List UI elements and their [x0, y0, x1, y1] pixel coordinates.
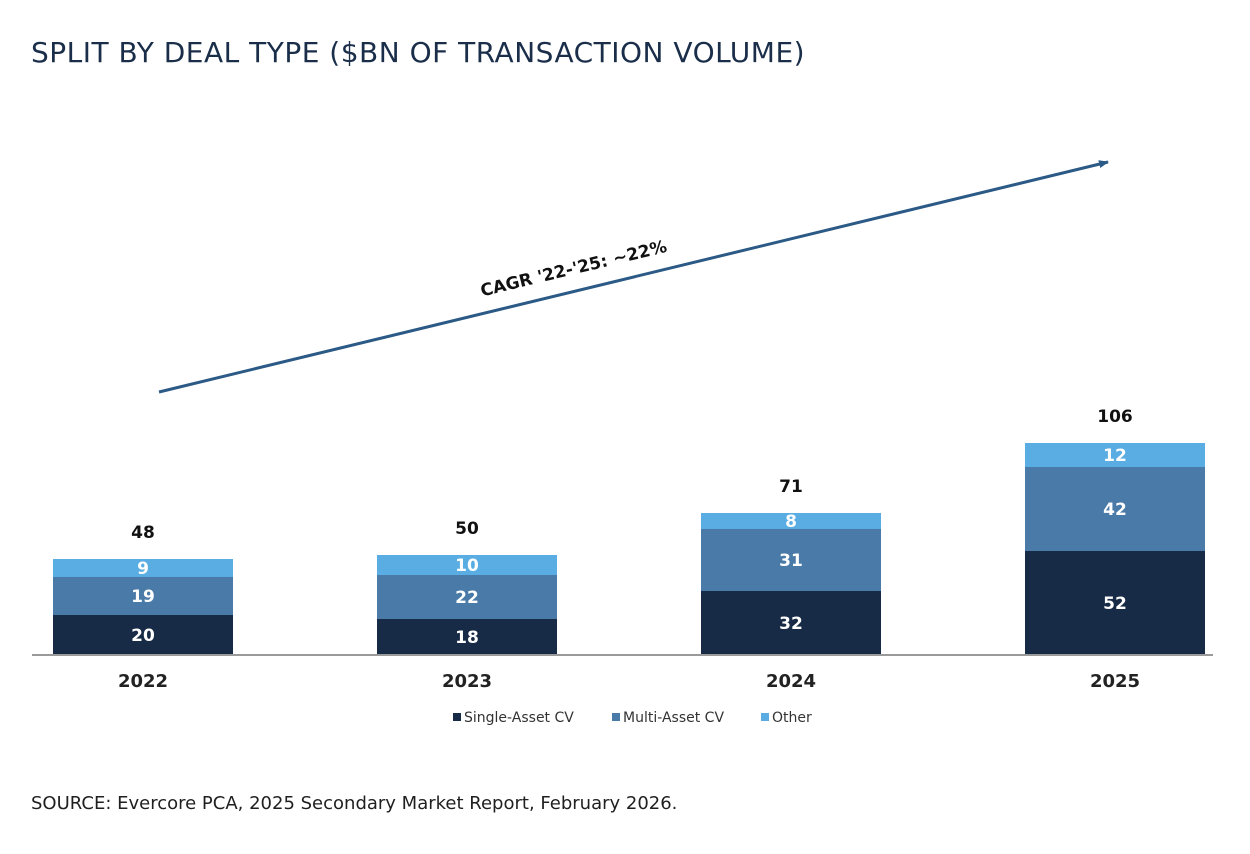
bar-value-label: 22	[455, 588, 479, 608]
bar-segment-single-asset-cv-2023	[377, 619, 557, 655]
bar-value-label: 32	[779, 614, 803, 634]
legend-label: Single-Asset CV	[464, 710, 574, 726]
bar-segment-multi-asset-cv-2023	[377, 575, 557, 619]
bar-segment-single-asset-cv-2025	[1025, 551, 1205, 655]
legend-swatch	[453, 713, 461, 721]
bar-value-label: 52	[1103, 594, 1127, 614]
bar-value-label: 42	[1103, 500, 1127, 520]
bar-total-label: 71	[779, 477, 803, 497]
bar-segment-other-2024	[701, 513, 881, 529]
bar-value-label: 10	[455, 556, 479, 576]
bar-total-label: 50	[455, 519, 479, 539]
x-tick-label: 2024	[766, 671, 816, 692]
stacked-bar-chart: 20 19 9 48 2022 18 22 10 50 2023 32 31 8 71 2024 52 42 12…	[32, 160, 1213, 726]
bar-value-label: 9	[137, 559, 149, 579]
bar-segment-single-asset-cv-2022	[53, 615, 233, 655]
bar-value-label: 19	[131, 587, 155, 607]
bar-segment-other-2025	[1025, 443, 1205, 467]
source-note: SOURCE: Evercore PCA, 2025 Secondary Mar…	[31, 793, 678, 814]
bar-value-label: 20	[131, 626, 155, 646]
legend-label: Multi-Asset CV	[623, 710, 724, 726]
bar-segment-multi-asset-cv-2022	[53, 577, 233, 615]
legend-label: Other	[772, 710, 812, 726]
bar-total-label: 48	[131, 523, 155, 543]
bar-total-label: 106	[1097, 407, 1133, 427]
bar-value-label: 8	[785, 512, 797, 532]
bar-value-label: 18	[455, 628, 479, 648]
bar-segment-single-asset-cv-2024	[701, 591, 881, 655]
cagr-arrow	[158, 160, 1109, 394]
bar-segment-multi-asset-cv-2024	[701, 529, 881, 591]
bar-segment-other-2023	[377, 555, 557, 575]
bar-segment-other-2022	[53, 559, 233, 577]
bar-value-label: 12	[1103, 446, 1127, 466]
cagr-annotation: CAGR '22-'25: ~22%	[158, 160, 1109, 394]
legend-swatch	[612, 713, 620, 721]
bar-segment-multi-asset-cv-2025	[1025, 467, 1205, 551]
x-tick-label: 2023	[442, 671, 492, 692]
legend: Single-Asset CV Multi-Asset CV Other	[453, 710, 812, 726]
bar-value-label: 31	[779, 551, 803, 571]
x-tick-label: 2025	[1090, 671, 1140, 692]
legend-swatch	[761, 713, 769, 721]
chart-title: SPLIT BY DEAL TYPE ($BN OF TRANSACTION V…	[31, 36, 806, 69]
x-tick-label: 2022	[118, 671, 168, 692]
